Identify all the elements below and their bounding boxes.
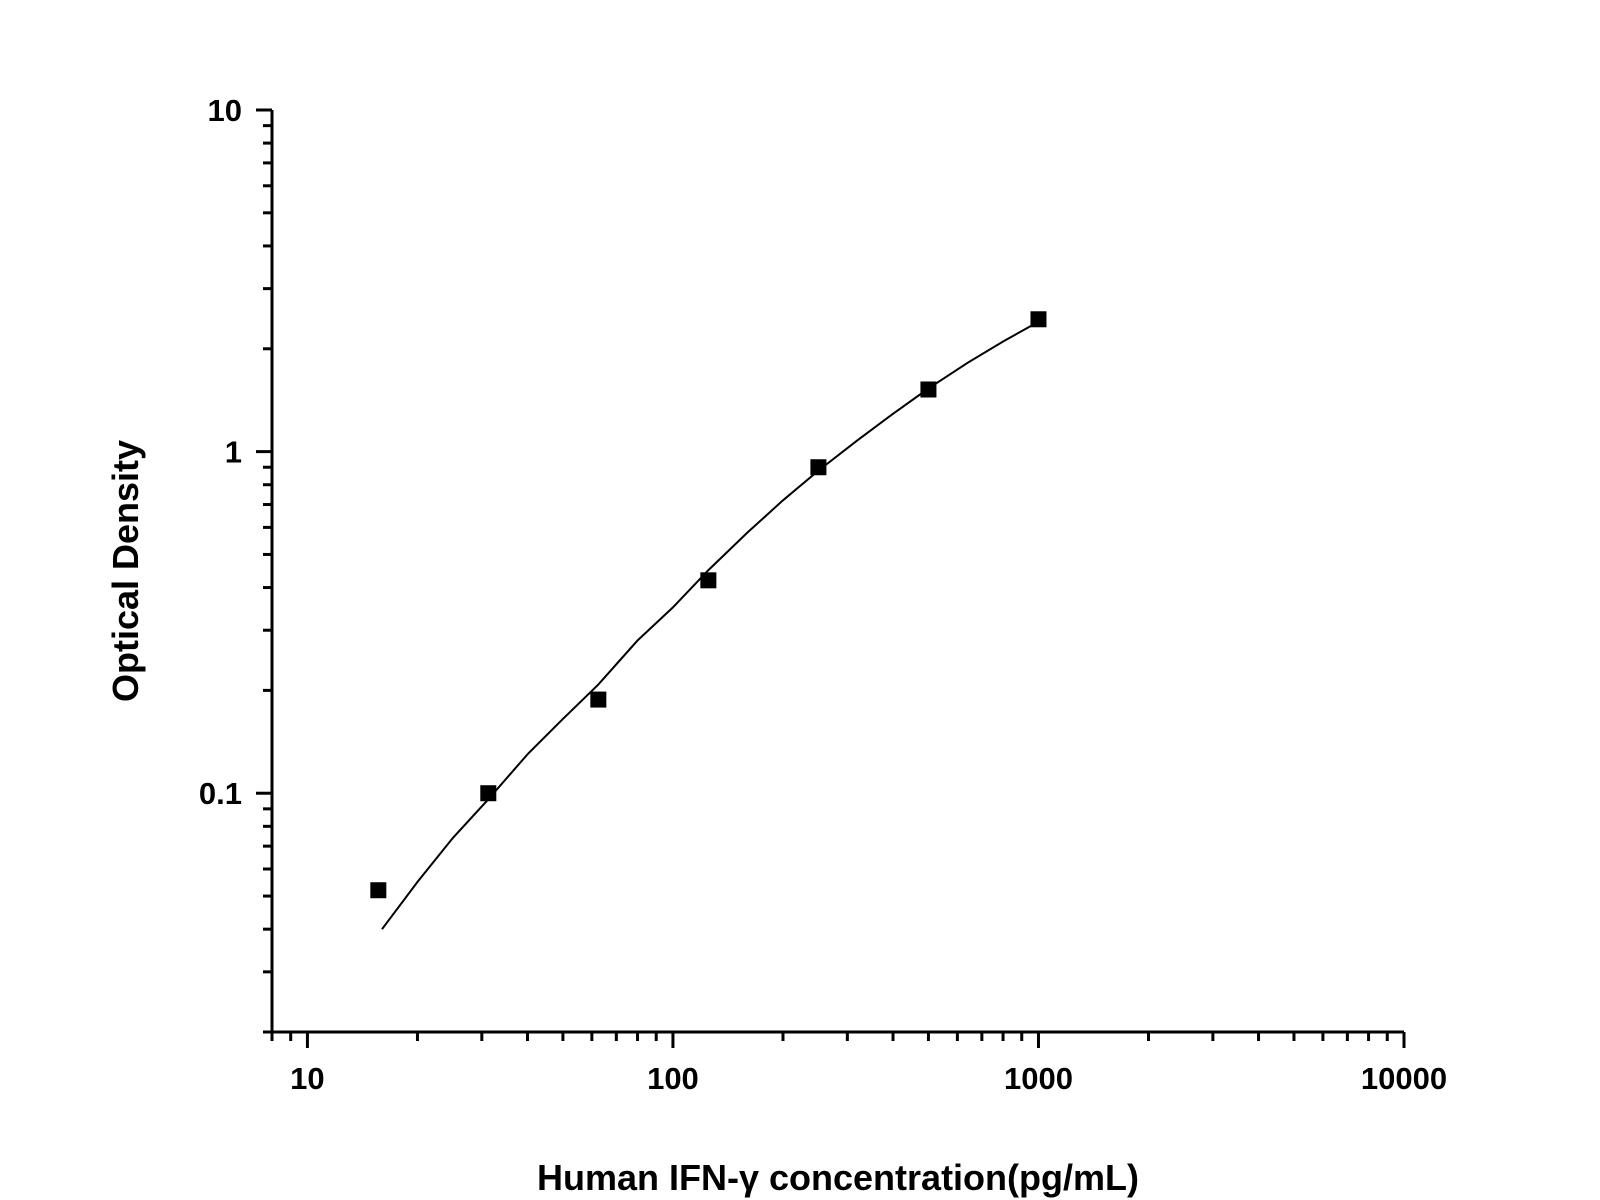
data-point (700, 572, 717, 589)
fit-curve (381, 320, 1039, 930)
fit-curve-group (381, 320, 1039, 930)
x-axis-label: Human IFN-γ concentration(pg/mL) (537, 1157, 1139, 1198)
y-tick-label: 1 (225, 435, 242, 470)
data-point (480, 785, 497, 802)
data-point (1030, 311, 1047, 328)
ticks (256, 108, 1406, 1048)
data-point (590, 691, 607, 708)
x-tick-label: 10 (290, 1061, 324, 1096)
data-points (370, 311, 1047, 899)
y-tick-label: 0.1 (199, 776, 242, 811)
x-tick-label: 100 (647, 1061, 699, 1096)
y-tick-label: 10 (208, 93, 242, 128)
data-point (810, 459, 827, 476)
axes (270, 110, 1404, 1034)
tick-labels: 10 100 1000 10000 0.1 1 10 (199, 93, 1447, 1096)
x-tick-label: 10000 (1361, 1061, 1447, 1096)
data-point (370, 882, 387, 899)
data-point (920, 381, 937, 398)
x-tick-label: 1000 (1004, 1061, 1073, 1096)
y-axis-label: Optical Density (105, 440, 146, 702)
